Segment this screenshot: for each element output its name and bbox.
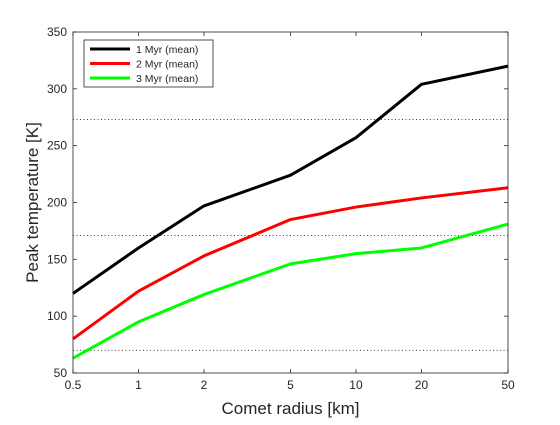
y-axis-ticks: 50 100 150 200 250 300 350 [47,25,508,380]
x-tick-label: 1 [135,378,142,392]
series-line-2 [72,222,509,360]
x-tick-label: 0.5 [65,378,82,392]
legend-label-0: 1 Myr (mean) [136,44,198,56]
series-lines [72,64,509,360]
x-tick-label: 2 [201,378,208,392]
y-tick-label: 250 [47,139,67,153]
y-tick-label: 50 [54,366,68,380]
series-line-0 [72,64,509,295]
x-tick-label: 50 [501,378,515,392]
reference-lines [73,119,508,351]
x-tick-label: 10 [349,378,363,392]
x-axis-label: Comet radius [km] [222,399,360,418]
y-tick-label: 300 [47,82,67,96]
x-axis-ticks: 0.5 1 2 5 10 20 50 [65,32,515,392]
y-tick-label: 200 [47,196,67,210]
x-tick-label: 5 [287,378,294,392]
y-tick-label: 350 [47,25,67,39]
legend-label-2: 3 Myr (mean) [136,73,198,85]
x-tick-label: 20 [415,378,429,392]
plot-area [73,32,508,373]
legend: 1 Myr (mean) 2 Myr (mean) 3 Myr (mean) [83,39,214,88]
y-tick-label: 100 [47,309,67,323]
y-tick-label: 150 [47,252,67,266]
legend-label-1: 2 Myr (mean) [136,59,198,71]
y-axis-label: Peak temperature [K] [23,122,42,283]
series-line-1 [72,186,509,341]
